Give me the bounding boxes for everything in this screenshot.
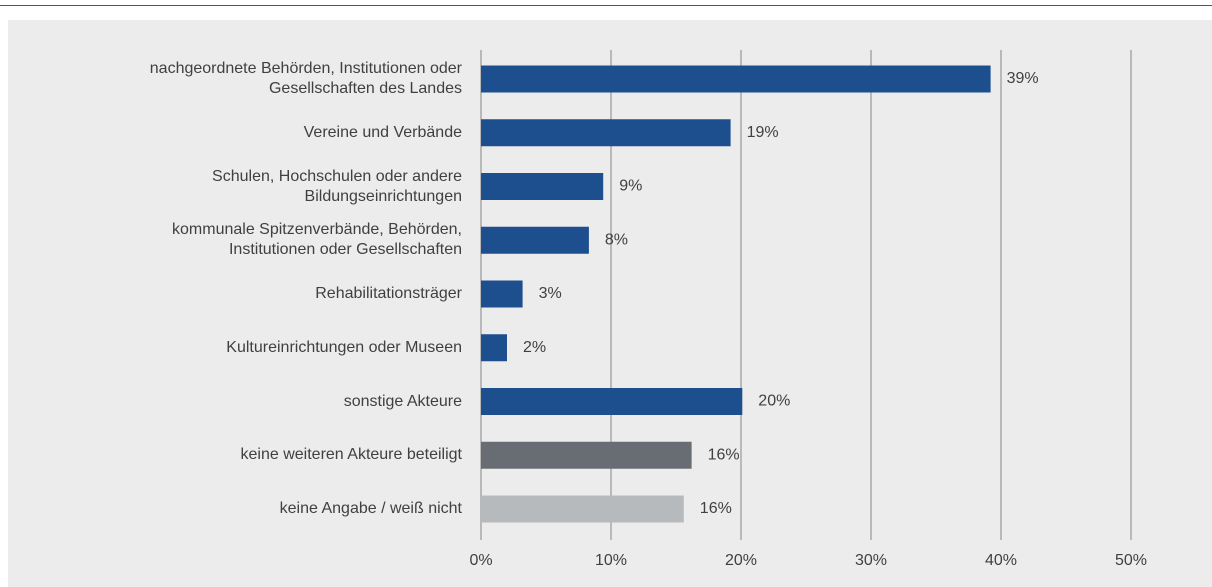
- bar: [481, 119, 731, 147]
- value-label: 8%: [605, 231, 628, 248]
- x-tick-label: 10%: [595, 552, 627, 569]
- x-tick-label: 50%: [1115, 552, 1147, 569]
- category-label: nachgeordnete Behörden, Institutionen od…: [149, 60, 462, 97]
- x-tick-label: 40%: [985, 552, 1017, 569]
- value-label: 39%: [1007, 70, 1039, 87]
- bar: [481, 65, 991, 93]
- top-rule: [0, 5, 1212, 6]
- category-label: Kultureinrichtungen oder Museen: [226, 338, 462, 356]
- bar: [481, 334, 507, 362]
- value-label: 19%: [747, 124, 779, 141]
- category-label: keine weiteren Akteure beteiligt: [240, 446, 462, 464]
- category-label: kommunale Spitzenverbände, Behörden, Ins…: [172, 221, 462, 259]
- value-label: 20%: [758, 393, 790, 410]
- x-tick-label: 20%: [725, 552, 757, 569]
- category-label: Rehabilitationsträger: [315, 285, 462, 302]
- bar: [481, 388, 743, 415]
- bar: [481, 280, 523, 308]
- value-label: 2%: [523, 339, 546, 356]
- x-tick-label: 0%: [469, 552, 492, 569]
- category-label: Vereine und Verbände: [303, 123, 462, 141]
- value-label: 3%: [539, 285, 562, 302]
- bar: [481, 441, 692, 469]
- bar: [481, 226, 589, 254]
- value-label: 9%: [619, 178, 642, 195]
- x-tick-label: 30%: [855, 552, 887, 569]
- value-label: 16%: [700, 500, 732, 517]
- bar: [481, 495, 684, 523]
- value-label: 16%: [708, 446, 740, 463]
- category-label: Schulen, Hochschulen oder andere Bildung…: [212, 167, 462, 205]
- category-label: keine Angabe / weiß nicht: [279, 500, 462, 517]
- bar: [481, 173, 604, 200]
- category-label: sonstige Akteure: [343, 392, 462, 410]
